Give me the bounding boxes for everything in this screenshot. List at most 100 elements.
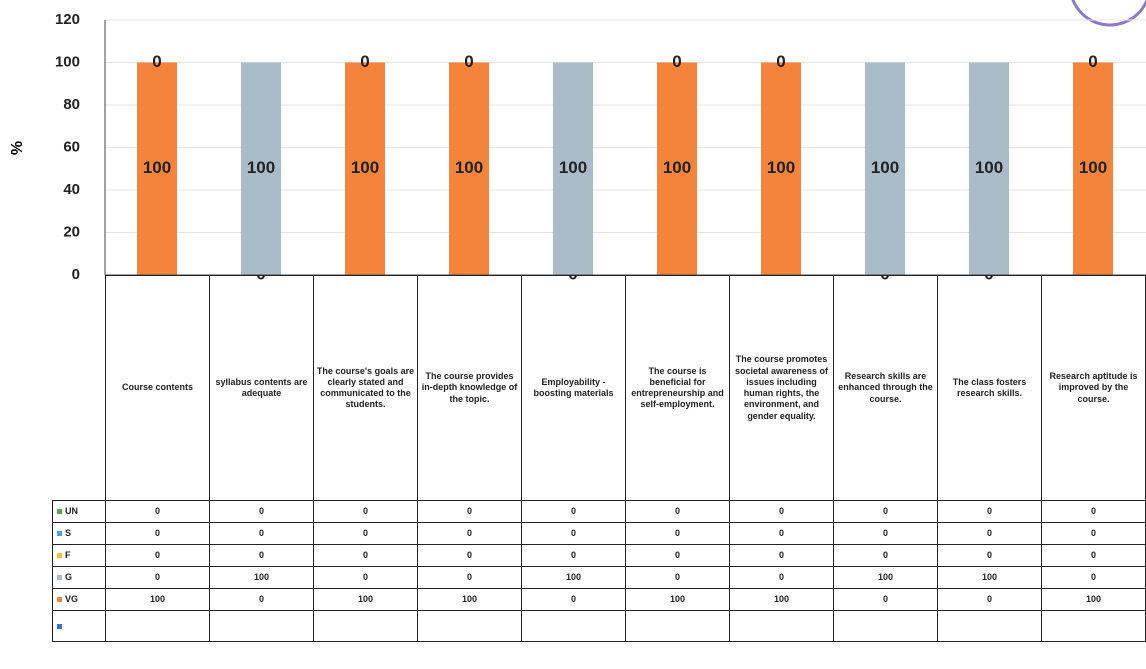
stamp: [1071, 0, 1146, 27]
legend-marker: [57, 509, 62, 514]
bar-segment: [345, 62, 385, 275]
table-value: 0: [209, 522, 314, 545]
data-label: 0: [360, 52, 369, 71]
category-header: The course promotes societal awareness o…: [729, 275, 834, 501]
data-label: 0: [672, 52, 681, 71]
table-value: 0: [937, 500, 1042, 523]
table-value: 0: [1041, 522, 1146, 545]
legend-label: UN: [65, 505, 78, 516]
table-value: 100: [1041, 588, 1146, 611]
table-value: 0: [1041, 500, 1146, 523]
table-value: 0: [729, 522, 834, 545]
table-value: 0: [209, 588, 314, 611]
y-tick-label: 80: [63, 96, 80, 113]
table-value: 0: [417, 522, 522, 545]
table-value: 0: [833, 544, 938, 567]
legend-label: F: [65, 549, 71, 560]
legend-marker: [57, 531, 62, 536]
category-header: The course provides in-depth knowledge o…: [417, 275, 522, 501]
y-tick-label: 120: [55, 11, 80, 28]
row-label: VG: [52, 588, 106, 611]
table-value: 0: [937, 522, 1042, 545]
legend-label: VG: [65, 593, 79, 604]
y-tick-label: 40: [63, 181, 80, 198]
table-value: 0: [833, 522, 938, 545]
data-label: 100: [663, 158, 691, 177]
table-empty: [625, 610, 730, 642]
table-empty: [729, 610, 834, 642]
data-label: 100: [455, 158, 483, 177]
table-empty: [521, 610, 626, 642]
data-label: 0: [1088, 52, 1097, 71]
y-tick-label: 20: [63, 223, 80, 240]
category-header: Course contents: [105, 275, 210, 501]
table-value: 0: [625, 522, 730, 545]
bar-segment: [657, 62, 697, 275]
table-value: 100: [833, 566, 938, 589]
table-value: 0: [313, 544, 418, 567]
bar-segment: [969, 62, 1009, 275]
legend-marker: [57, 623, 62, 629]
category-header: The course is beneficial for entrepreneu…: [625, 275, 730, 501]
y-axis-label: %: [9, 141, 26, 155]
data-label: 100: [351, 158, 379, 177]
table-value: 0: [729, 566, 834, 589]
table-value: 100: [937, 566, 1042, 589]
category-header: Research aptitude is improved by the cou…: [1041, 275, 1146, 501]
table-empty: [313, 610, 418, 642]
table-empty: [105, 610, 210, 642]
y-tick-label: 100: [55, 53, 80, 70]
table-value: 0: [937, 588, 1042, 611]
row-label: UN: [52, 500, 106, 523]
y-tick-label: 60: [63, 138, 80, 155]
data-label: 100: [559, 158, 587, 177]
table-value: 100: [313, 588, 418, 611]
table-value: 0: [625, 566, 730, 589]
category-header: The class fosters research skills.: [937, 275, 1042, 501]
table-value: 0: [105, 522, 210, 545]
table-value: 0: [625, 544, 730, 567]
bar-segment: [1073, 62, 1113, 275]
table-value: 100: [105, 588, 210, 611]
table-value: 0: [313, 522, 418, 545]
legend-label: G: [65, 571, 73, 582]
row-label: G: [52, 566, 106, 589]
table-value: 100: [417, 588, 522, 611]
table-value: 100: [729, 588, 834, 611]
table-value: 0: [417, 500, 522, 523]
table-value: 0: [1041, 544, 1146, 567]
row-label: S: [52, 522, 106, 545]
data-label: 0: [464, 52, 473, 71]
table-value: 0: [105, 500, 210, 523]
table-value: 0: [833, 500, 938, 523]
category-header: Research skills are enhanced through the…: [833, 275, 938, 501]
table-value: 0: [209, 544, 314, 567]
data-label: 100: [247, 158, 275, 177]
bar-segment: [865, 62, 905, 275]
empty-row-label: [52, 610, 106, 642]
category-header: Employability -boosting materials: [521, 275, 626, 501]
bar-segment: [137, 62, 177, 275]
legend-marker: [57, 597, 62, 602]
table-value: 0: [105, 566, 210, 589]
bar-segment: [553, 62, 593, 275]
table-value: 0: [1041, 566, 1146, 589]
data-label: 100: [871, 158, 899, 177]
table-value: 100: [521, 566, 626, 589]
table-empty: [1041, 610, 1146, 642]
table-empty: [833, 610, 938, 642]
table-empty: [417, 610, 522, 642]
bar-segment: [761, 62, 801, 275]
table-value: 0: [417, 566, 522, 589]
data-label: 100: [975, 158, 1003, 177]
y-tick-label: 0: [72, 266, 80, 283]
table-value: 0: [833, 588, 938, 611]
legend-label: S: [65, 527, 72, 538]
table-value: 0: [625, 500, 730, 523]
data-label: 100: [143, 158, 171, 177]
table-value: 0: [521, 522, 626, 545]
category-header: The course's goals are clearly stated an…: [313, 275, 418, 501]
data-label: 100: [767, 158, 795, 177]
